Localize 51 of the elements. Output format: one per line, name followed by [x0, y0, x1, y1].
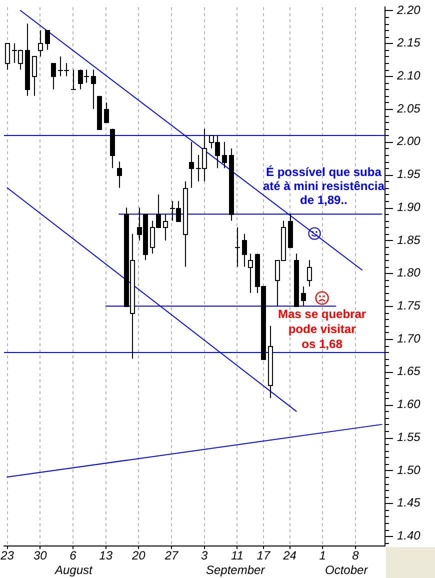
candlestick: [5, 42, 10, 70]
x-tick-label: 20: [130, 548, 146, 563]
y-tick-label: 1.90: [397, 200, 421, 214]
y-tick-label: 1.85: [397, 232, 421, 247]
x-tick-label: 1: [319, 548, 326, 563]
x-tick-label: 17: [256, 548, 272, 563]
candlestick: [242, 233, 247, 268]
y-tick-label: 1.80: [397, 266, 421, 280]
y-tick-label: 1.65: [397, 364, 421, 378]
x-tick-label: 8: [352, 548, 360, 563]
candlestick: [248, 253, 253, 294]
candlestick: [51, 62, 56, 90]
y-tick-label: 1.70: [397, 331, 421, 346]
y-tick-label: 1.55: [397, 430, 421, 444]
candlestick: [70, 69, 76, 90]
candlestick: [163, 214, 168, 241]
y-tick-label: 1.45: [397, 496, 421, 510]
x-tick-label: 24: [282, 548, 297, 563]
candlestick: [45, 30, 50, 50]
y-tick-label: 1.60: [397, 397, 421, 412]
y-tick-label: 1.40: [397, 528, 421, 542]
x-tick-label: 6: [70, 548, 77, 563]
x-tick-label: 11: [230, 548, 244, 563]
y-tick-label: 1.75: [397, 298, 421, 313]
y-tick-label: 2.20: [396, 2, 421, 17]
x-tick-label: 27: [164, 548, 180, 563]
x-tick-label: 3: [201, 548, 208, 563]
text: October: [325, 563, 368, 577]
y-tick-label: 2.00: [396, 134, 421, 148]
x-tick-label: 30: [33, 548, 48, 563]
candlestick: [32, 56, 37, 96]
candlestick: [117, 161, 122, 188]
annotation: É possível que suba até à mini resistência de 1,89..: [263, 165, 384, 207]
y-tick-label: 2.10: [396, 68, 421, 83]
y-tick-label: 2.15: [396, 36, 421, 50]
candlestick: [104, 102, 109, 123]
x-tick-label: 13: [99, 548, 113, 563]
candlestick: [301, 286, 306, 307]
candlestick: [234, 226, 240, 268]
candlestick: [189, 141, 194, 188]
candlestick: [222, 141, 227, 169]
x-tick-label: 23: [0, 548, 14, 563]
text: September: [206, 563, 265, 577]
annotation: Mas se quebrar pode visitar os 1,68: [278, 307, 366, 352]
candlestick: [38, 30, 43, 57]
candlestick: [307, 260, 312, 287]
candlestick: [91, 69, 96, 110]
y-tick-label: 2.05: [396, 101, 421, 116]
y-tick-label: 1.50: [397, 462, 421, 477]
y-tick-label: 1.95: [397, 167, 421, 182]
text: August: [55, 563, 92, 577]
